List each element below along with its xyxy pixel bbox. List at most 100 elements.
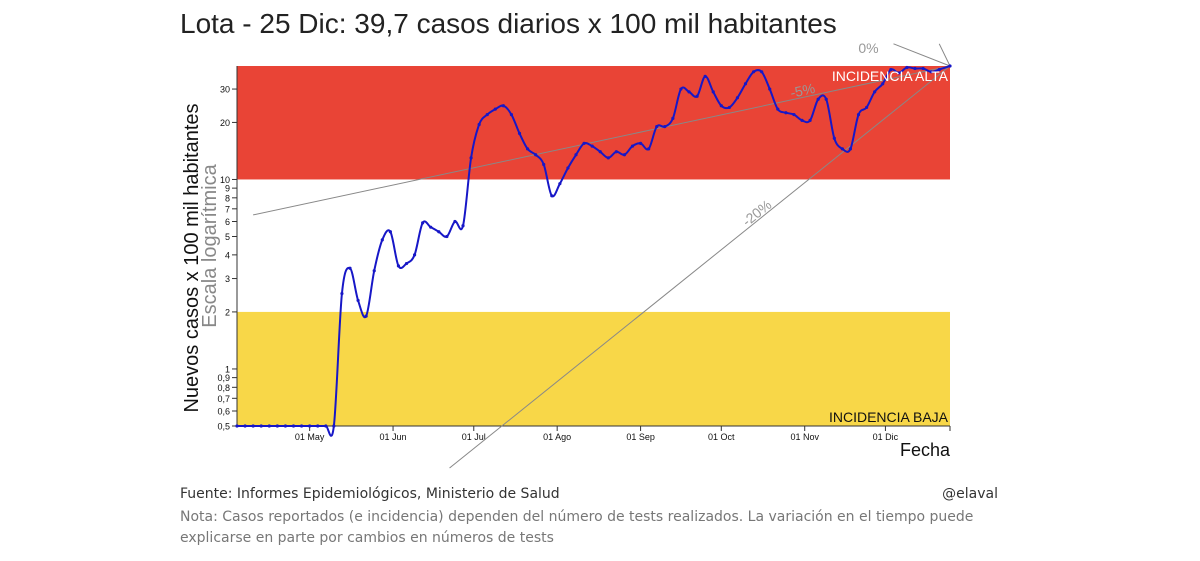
y-tick-label: 0,6: [217, 406, 230, 416]
source-note: Fuente: Informes Epidemiológicos, Minist…: [180, 486, 560, 502]
trend-line: [938, 43, 951, 67]
data-point: [590, 144, 594, 148]
data-point: [638, 141, 643, 145]
data-point: [477, 122, 481, 127]
data-point: [856, 112, 861, 117]
y-tick-label: 6: [225, 217, 230, 227]
data-point: [948, 64, 952, 68]
y-axis-label: Nuevos casos x 100 mil habitantes: [181, 103, 203, 412]
series-layer: [235, 64, 952, 437]
data-point: [574, 153, 578, 157]
data-point: [808, 118, 812, 122]
y-tick-label: 0,9: [217, 373, 230, 383]
data-point: [235, 424, 239, 428]
data-point: [873, 90, 877, 94]
data-point: [937, 68, 941, 72]
data-point: [663, 125, 667, 129]
low-incidence-band: [237, 311, 950, 426]
data-point: [905, 65, 909, 70]
data-point: [453, 219, 457, 224]
data-point: [695, 94, 699, 98]
x-tick-label: 01 Nov: [790, 432, 819, 442]
y-tick-label: 0,5: [217, 422, 230, 432]
y-axis-scale-label: Escala logarítmica: [199, 163, 221, 327]
x-tick-label: 01 May: [295, 432, 325, 442]
data-point: [889, 68, 893, 72]
data-point: [929, 70, 933, 74]
trend-label: 0%: [858, 40, 878, 56]
data-point: [679, 87, 683, 91]
y-tick-label: 2: [225, 307, 230, 317]
chart-title: Lota - 25 Dic: 39,7 casos diarios x 100 …: [180, 8, 837, 39]
data-point: [913, 66, 917, 71]
data-point: [404, 261, 409, 266]
data-point: [485, 112, 489, 117]
data-point: [348, 266, 352, 270]
data-point: [582, 141, 586, 145]
x-tick-label: 01 Jun: [380, 432, 407, 442]
data-point: [509, 112, 514, 117]
x-tick-label: 01 Dic: [873, 432, 899, 442]
y-tick-label: 20: [220, 118, 230, 128]
label-layer: INCIDENCIA ALTA INCIDENCIA BAJA: [829, 68, 949, 425]
data-point: [356, 298, 360, 303]
data-point: [784, 111, 788, 115]
incidence-line: [237, 65, 951, 437]
data-point: [332, 424, 336, 428]
data-point: [396, 264, 401, 268]
y-tick-label: 3: [225, 274, 230, 284]
data-point: [283, 424, 288, 428]
y-tick-label: 1: [225, 364, 230, 374]
data-point: [429, 225, 433, 229]
data-point: [267, 424, 271, 428]
x-axis-label: Fecha: [900, 440, 951, 460]
data-point: [308, 424, 312, 428]
data-point: [614, 150, 618, 154]
data-point: [719, 104, 723, 108]
x-tick-label: 01 Ago: [543, 432, 571, 442]
data-point: [542, 162, 546, 167]
data-point: [864, 105, 869, 110]
data-point: [735, 96, 740, 100]
data-point: [364, 314, 368, 318]
data-point: [840, 147, 844, 151]
data-point: [461, 224, 465, 228]
data-point: [380, 238, 384, 242]
data-point: [727, 105, 731, 110]
data-point: [832, 136, 836, 140]
data-point: [848, 147, 853, 151]
data-point: [566, 166, 570, 170]
data-point: [792, 112, 796, 117]
data-point: [622, 153, 627, 157]
trend-line: [893, 43, 951, 67]
data-point: [768, 87, 772, 91]
data-point: [372, 269, 376, 273]
bands-layer: [237, 66, 950, 426]
data-point: [824, 97, 828, 101]
y-tick-label: 4: [225, 250, 230, 260]
y-tick-label: 0,8: [217, 383, 230, 393]
data-point: [647, 147, 651, 151]
trend-line: [253, 65, 951, 216]
high-incidence-label: INCIDENCIA ALTA: [832, 68, 949, 84]
data-point: [340, 291, 344, 296]
data-point: [437, 230, 441, 234]
data-point: [751, 70, 756, 74]
data-point: [711, 90, 715, 94]
data-point: [412, 253, 417, 257]
data-point: [421, 221, 425, 225]
low-incidence-label: INCIDENCIA BAJA: [829, 409, 949, 425]
x-tick-label: 01 Sep: [626, 432, 655, 442]
data-point: [493, 107, 497, 111]
x-tick-label: 01 Oct: [708, 432, 735, 442]
trend-label: -20%: [739, 196, 775, 229]
data-point: [687, 90, 691, 94]
data-point: [534, 153, 538, 157]
y-tick-label: 0,7: [217, 394, 230, 404]
trend-label: -5%: [789, 80, 817, 101]
data-point: [606, 156, 610, 160]
data-point: [598, 150, 602, 154]
data-point: [671, 116, 675, 121]
